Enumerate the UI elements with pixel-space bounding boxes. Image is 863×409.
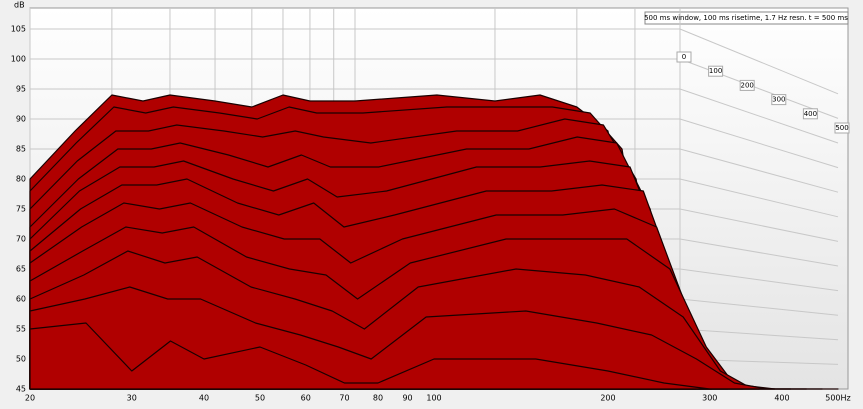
z-tick-label: 0: [682, 53, 686, 61]
x-tick-label: 300: [702, 394, 717, 403]
z-tick-label: 100: [709, 67, 722, 75]
z-tick-label: 300: [772, 96, 785, 104]
x-tick-label: 500Hz: [825, 394, 850, 403]
x-tick-label: 70: [339, 394, 349, 403]
x-tick-label: 50: [255, 394, 265, 403]
z-tick-label: 200: [741, 81, 754, 89]
grid-line: [679, 88, 839, 144]
x-tick-label: 40: [199, 394, 209, 403]
y-tick-label: 65: [16, 265, 26, 274]
y-tick-label: 85: [16, 145, 26, 154]
y-tick-label: 75: [16, 205, 26, 214]
legend-text: 500 ms window, 100 ms risetime, 1.7 Hz r…: [644, 14, 848, 22]
z-tick-box: [834, 122, 850, 134]
y-tick-label: 45: [16, 385, 26, 394]
grid-line: [679, 238, 839, 267]
y-tick-label: 55: [16, 325, 26, 334]
grid-line: [679, 148, 839, 193]
x-tick-label: 200: [600, 394, 615, 403]
legend-box: [644, 11, 849, 25]
z-tick-label: 500: [835, 124, 848, 132]
y-tick-label: 80: [16, 175, 26, 184]
x-tick-label: 400: [774, 394, 789, 403]
x-tick-label: 30: [127, 394, 137, 403]
grid-line: [679, 268, 839, 292]
z-tick-label: 400: [804, 110, 817, 118]
y-tick-label: 105: [11, 25, 26, 34]
y-tick-label: 95: [16, 85, 26, 94]
waterfall-slice: [29, 322, 839, 390]
y-tick-label: 70: [16, 235, 26, 244]
z-tick-box: [739, 79, 755, 91]
z-tick-box: [802, 108, 818, 120]
grid-line: [679, 208, 839, 242]
y-tick-label: 50: [16, 355, 26, 364]
x-tick-label: 100: [426, 394, 441, 403]
y-tick-label: 90: [16, 115, 26, 124]
x-tick-label: 90: [402, 394, 412, 403]
grid-line: [679, 118, 839, 169]
x-tick-label: 80: [373, 394, 383, 403]
z-tick-box: [676, 51, 692, 63]
grid-line: [679, 298, 839, 316]
y-axis-label: dB: [14, 1, 25, 10]
grid-line: [679, 28, 839, 95]
y-tick-label: 100: [11, 55, 26, 64]
z-tick-box: [708, 65, 724, 77]
grid-line: [679, 328, 839, 341]
z-tick-box: [771, 94, 787, 106]
x-tick-label: 60: [301, 394, 311, 403]
grid-line: [679, 178, 839, 218]
x-tick-label: 20: [25, 394, 35, 403]
y-tick-label: 60: [16, 295, 26, 304]
